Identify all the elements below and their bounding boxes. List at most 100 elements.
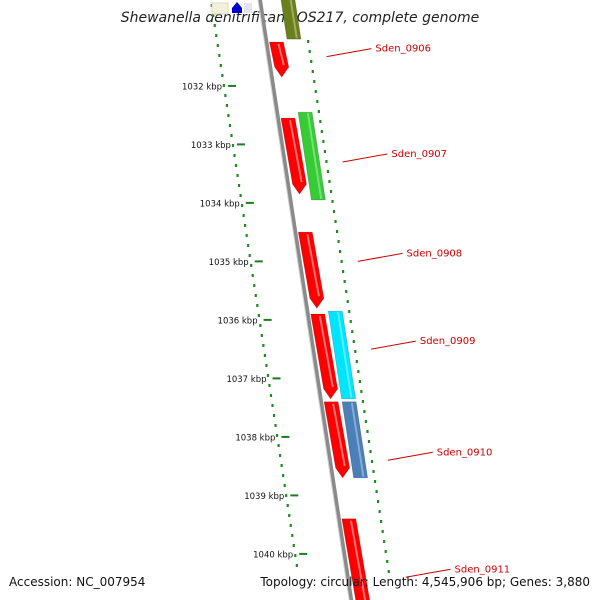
marker-box xyxy=(211,2,229,15)
scale-dot xyxy=(253,284,256,287)
outer-dot xyxy=(381,530,384,533)
scale-dot xyxy=(282,474,285,477)
outer-dot xyxy=(332,210,336,213)
cds-arrow xyxy=(310,313,338,400)
outer-dot xyxy=(355,360,358,363)
scale-dot xyxy=(248,254,251,257)
outer-dot xyxy=(357,370,360,373)
annotation-bar-shine xyxy=(350,402,365,478)
gene-label: Sden_0907 xyxy=(391,149,447,160)
scale-dot xyxy=(271,404,274,407)
outer-dot xyxy=(349,320,352,323)
label-leader xyxy=(387,451,433,461)
annotation-bar xyxy=(327,310,356,400)
outer-dot xyxy=(317,110,320,113)
gene-label: Sden_0909 xyxy=(420,336,476,347)
outer-dot xyxy=(352,340,355,343)
label-leader xyxy=(405,568,451,578)
outer-dot xyxy=(329,190,333,193)
scale-dot xyxy=(268,384,271,387)
accession-text: Accession: NC_007954 xyxy=(9,575,146,589)
outer-dot xyxy=(326,170,330,173)
label-leader xyxy=(370,340,416,350)
outer-dot xyxy=(331,200,334,203)
outer-dot xyxy=(361,400,364,403)
outer-dot xyxy=(316,100,319,103)
scale-dot xyxy=(260,334,263,337)
outer-dot xyxy=(378,510,381,513)
backbone-highlight xyxy=(257,0,350,600)
label-leader xyxy=(342,153,388,163)
outer-dot xyxy=(384,550,387,553)
outer-dot xyxy=(310,60,313,63)
annotation-bar-shine xyxy=(306,113,323,200)
outer-dot xyxy=(334,220,337,223)
outer-dot xyxy=(363,410,366,413)
outer-dot xyxy=(346,300,349,303)
scale-dot xyxy=(291,534,294,537)
scale-dot xyxy=(280,464,283,467)
outer-dot xyxy=(314,90,317,93)
outer-dot xyxy=(375,490,378,493)
outer-dot xyxy=(311,70,314,73)
annotation-bar-shine xyxy=(289,0,298,39)
outer-dot xyxy=(343,280,346,283)
annotation-bar xyxy=(297,111,326,201)
cds-arrow-shine xyxy=(318,315,334,388)
annotation-bar-shine xyxy=(337,311,353,399)
scale-dot xyxy=(227,114,230,117)
cds-arrow-shine xyxy=(306,233,320,297)
cds-arrow xyxy=(280,117,307,195)
outer-dot xyxy=(380,520,383,523)
scale-dot xyxy=(228,124,232,127)
scale-dot xyxy=(269,394,273,397)
outer-dot xyxy=(339,250,342,253)
scale-dot xyxy=(215,34,218,37)
scale-dot xyxy=(262,344,265,347)
cds-arrow xyxy=(341,518,370,600)
scale-dot xyxy=(222,84,225,87)
scale-dot xyxy=(277,444,280,447)
tick-label: 1034 kbp xyxy=(200,199,240,209)
scale-dot xyxy=(275,434,279,437)
outer-dot xyxy=(319,120,322,123)
tick-label: 1037 kbp xyxy=(226,375,266,385)
scale-dot xyxy=(221,74,224,77)
cds-arrow-shine xyxy=(332,403,346,467)
scale-dot xyxy=(251,274,254,277)
scale-dot xyxy=(224,94,227,97)
outer-dot xyxy=(323,150,326,153)
scale-dot xyxy=(218,54,221,57)
scale-dot xyxy=(230,134,233,137)
tick-label: 1040 kbp xyxy=(253,550,293,560)
outer-dot xyxy=(322,140,325,143)
scale-dot xyxy=(259,324,262,327)
outer-dot xyxy=(328,180,331,183)
tick-label: 1032 kbp xyxy=(182,82,222,92)
tick-label: 1035 kbp xyxy=(209,258,249,268)
outer-dot xyxy=(369,450,372,453)
outer-dot xyxy=(337,240,340,243)
tick-label: 1033 kbp xyxy=(191,141,231,151)
cds-arrow xyxy=(269,41,290,78)
scale-dot xyxy=(272,414,276,417)
scale-dot xyxy=(265,364,268,367)
scale-dot xyxy=(225,104,229,107)
genome-summary-text: Topology: circular; Length: 4,545,906 bp… xyxy=(260,575,590,589)
marker-box xyxy=(244,3,252,13)
cds-arrow xyxy=(323,401,350,479)
outer-dot xyxy=(367,440,371,443)
outer-dot xyxy=(342,270,345,273)
scale-dot xyxy=(250,264,253,267)
gene-label: Sden_0906 xyxy=(375,44,431,55)
scale-dot xyxy=(283,484,286,487)
scale-dot xyxy=(294,554,297,557)
scale-dot xyxy=(234,164,238,167)
tick-label: 1039 kbp xyxy=(244,492,284,502)
outer-dot xyxy=(383,540,386,543)
scale-dot xyxy=(212,14,215,17)
cds-arrow xyxy=(297,231,325,309)
cds-arrow-shine xyxy=(349,520,367,600)
annotation-bar xyxy=(280,0,302,40)
label-leader xyxy=(357,252,403,262)
